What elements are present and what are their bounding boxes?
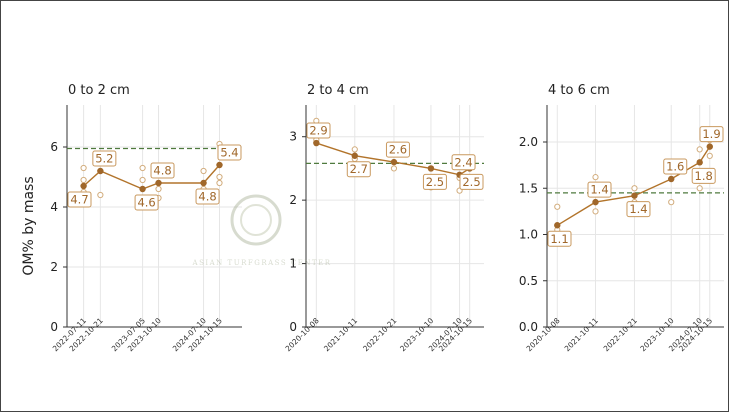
y-tick-label: 2.0: [519, 135, 538, 149]
data-label-box: [626, 201, 651, 218]
mean-point: [427, 165, 435, 172]
y-tick-label: 3: [289, 130, 297, 144]
y-tick-label: 2: [289, 193, 297, 207]
sample-point: [592, 208, 599, 215]
sample-point: [631, 185, 638, 192]
data-label-box: [92, 150, 117, 167]
panel-3: 4 to 6 cm 0.0 0.5 1.0 1.5 2.0 1.1 1.4 1.4 1.6 1.8 1…: [519, 83, 724, 353]
sample-point: [351, 146, 358, 153]
data-label-box: [451, 154, 476, 171]
mean-point: [696, 159, 703, 166]
data-label: 4.6: [137, 196, 155, 210]
data-label-box: [587, 181, 612, 198]
data-label-box: [150, 162, 175, 179]
mean-point: [706, 143, 713, 150]
data-label-box: [67, 191, 92, 208]
watermark-seal-inner: [240, 204, 272, 236]
data-label: 2.5: [426, 175, 444, 189]
data-label: 4.7: [70, 193, 88, 207]
data-label: 2.6: [389, 143, 407, 157]
sample-point: [80, 164, 87, 172]
sample-point: [696, 185, 703, 192]
mean-point: [390, 158, 398, 166]
panel-title: 4 to 6 cm: [548, 83, 610, 98]
y-tick-label: 1: [289, 257, 297, 271]
mean-point: [80, 182, 87, 190]
sample-point: [216, 173, 223, 181]
mean-point: [200, 179, 207, 187]
data-label-box: [346, 161, 371, 178]
sample-point: [668, 199, 675, 206]
data-label: 1.8: [695, 169, 713, 183]
mean-point: [97, 167, 104, 175]
mean-point: [668, 175, 675, 183]
data-label-box: [547, 230, 572, 247]
mean-line: [83, 164, 221, 190]
data-label-box: [306, 122, 331, 139]
data-label: 1.6: [666, 160, 684, 174]
mean-point: [592, 198, 599, 206]
data-label-box: [385, 141, 410, 158]
data-label-box: [691, 167, 716, 184]
data-label: 2.4: [454, 155, 472, 169]
sample-point: [696, 146, 703, 153]
y-axis-title: OM% by mass: [21, 176, 37, 275]
mean-point: [139, 185, 146, 193]
data-label: 4.8: [198, 190, 216, 204]
data-label: 5.2: [95, 152, 113, 166]
y-tick-label: 0.5: [519, 274, 538, 288]
mean-point: [216, 161, 223, 169]
watermark-seal-icon: [230, 194, 282, 246]
data-label: 2.9: [309, 124, 327, 138]
sample-point: [216, 179, 223, 187]
data-label-box: [699, 126, 724, 143]
data-label-box: [422, 173, 447, 190]
sample-point: [139, 164, 146, 172]
y-tick-label: 4: [50, 200, 58, 214]
sample-point: [706, 152, 713, 159]
sample-point: [139, 176, 146, 184]
data-label: 5.4: [220, 146, 238, 160]
data-label: 4.8: [153, 164, 171, 178]
y-tick-label: 0.0: [519, 320, 538, 334]
data-label-box: [459, 173, 484, 190]
data-label-box: [195, 188, 220, 205]
sample-point: [97, 191, 104, 199]
y-tick-label: 6: [50, 140, 58, 154]
sample-point: [390, 165, 398, 172]
watermark: ASIAN TURFGRASS CENTER: [192, 194, 332, 267]
data-label: 2.7: [350, 162, 368, 176]
y-tick-label: 2: [50, 260, 58, 274]
data-label-box: [134, 194, 159, 211]
y-tick-label: 1.0: [519, 228, 538, 242]
data-label: 2.5: [462, 175, 480, 189]
sample-point: [554, 203, 561, 210]
y-tick-label: 1.5: [519, 181, 538, 195]
sample-point: [200, 167, 207, 175]
sample-point: [592, 174, 599, 181]
sample-point: [80, 176, 87, 184]
sample-point: [155, 185, 162, 193]
watermark-text: ASIAN TURFGRASS CENTER: [192, 259, 332, 267]
panel-title: 0 to 2 cm: [68, 83, 130, 98]
y-tick-label: 0: [289, 320, 297, 334]
mean-point: [351, 152, 358, 159]
mean-point: [631, 192, 638, 199]
data-label: 1.9: [702, 127, 720, 141]
panel-title: 2 to 4 cm: [307, 83, 369, 98]
y-tick-label: 0: [50, 320, 58, 334]
data-label-box: [217, 144, 242, 161]
mean-point: [554, 222, 561, 229]
mean-point: [155, 179, 162, 187]
mean-point: [313, 139, 320, 147]
data-label-box: [663, 158, 688, 175]
data-label: 1.4: [629, 202, 647, 216]
data-label: 1.1: [550, 232, 568, 246]
data-label: 1.4: [590, 183, 608, 197]
